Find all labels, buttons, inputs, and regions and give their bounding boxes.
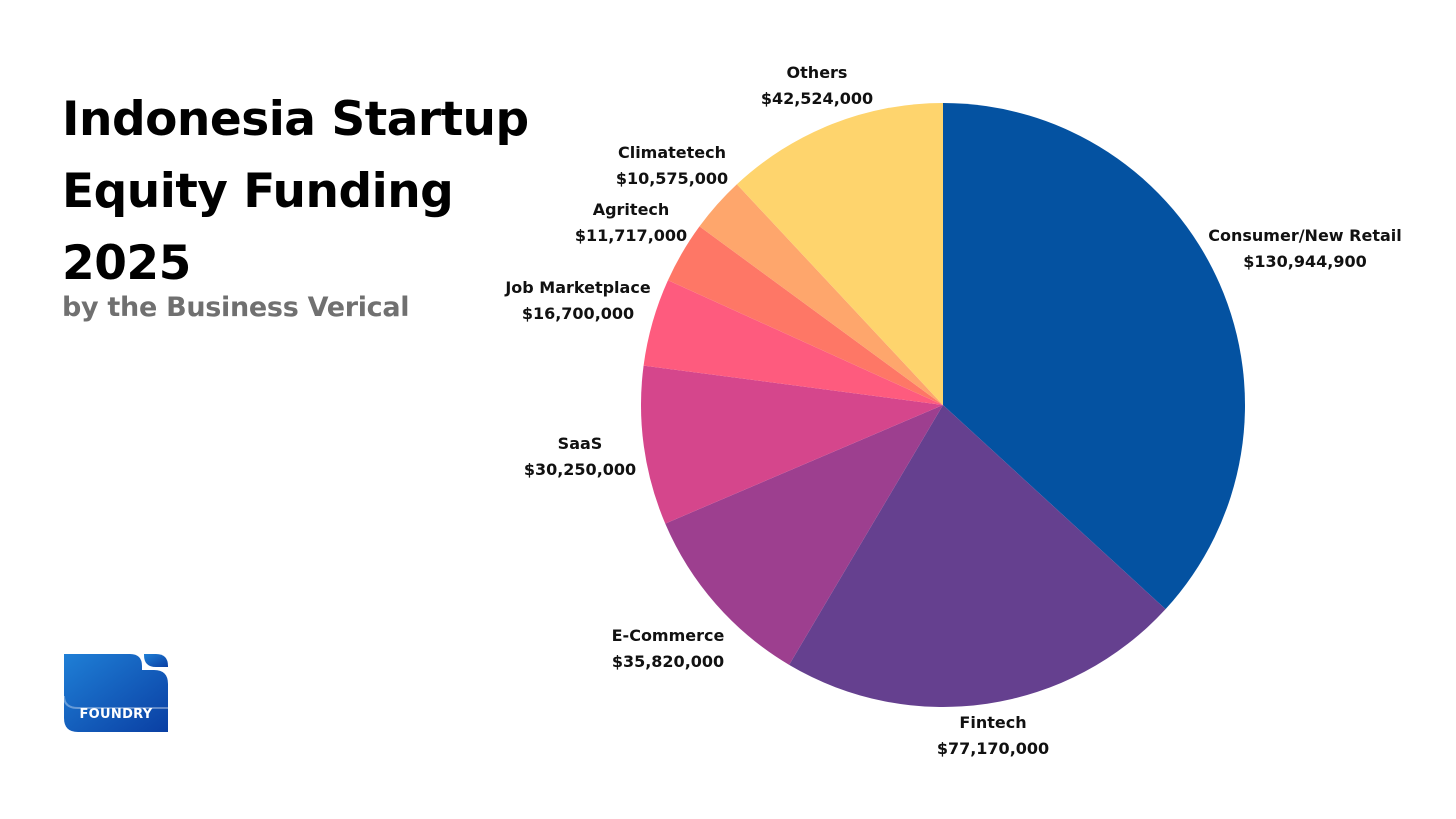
slice-label-job-marketplace: Job Marketplace <box>504 278 651 297</box>
title-line-2: Equity Funding <box>62 164 454 219</box>
slice-value-agritech: $11,717,000 <box>575 226 687 245</box>
slice-label-consumer-new-retail: Consumer/New Retail <box>1208 226 1401 245</box>
pie-slice-e-commerce <box>665 405 943 665</box>
pie-slice-agritech <box>667 226 943 405</box>
slice-value-others: $42,524,000 <box>761 89 873 108</box>
slice-label-others: Others <box>787 63 848 82</box>
slice-value-fintech: $77,170,000 <box>937 739 1049 758</box>
foundry-logo: FOUNDRY <box>63 654 168 732</box>
slice-value-consumer-new-retail: $130,944,900 <box>1243 252 1366 271</box>
slice-label-climatetech: Climatetech <box>618 143 726 162</box>
logo-text: FOUNDRY <box>79 707 153 722</box>
slice-value-climatetech: $10,575,000 <box>616 169 728 188</box>
pie-slice-consumer-new-retail <box>943 103 1246 610</box>
title-line-3: 2025 <box>62 236 191 291</box>
slice-label-fintech: Fintech <box>959 713 1026 732</box>
slice-value-job-marketplace: $16,700,000 <box>522 304 634 323</box>
slice-label-agritech: Agritech <box>593 200 670 219</box>
slice-label-e-commerce: E-Commerce <box>612 626 725 645</box>
slice-value-saas: $30,250,000 <box>524 460 636 479</box>
pie-slice-climatetech <box>699 184 943 405</box>
pie-slice-fintech <box>789 405 1166 708</box>
pie-slice-others <box>736 103 943 405</box>
pie-slice-saas <box>641 365 943 524</box>
title-line-1: Indonesia Startup <box>62 92 529 147</box>
foundry-logo-mark <box>63 654 168 732</box>
pie-slice-job-marketplace <box>643 280 943 405</box>
chart-subtitle: by the Business Verical <box>62 292 410 323</box>
chart-title: Indonesia Startup Equity Funding 2025 <box>62 84 532 300</box>
slice-label-saas: SaaS <box>558 434 603 453</box>
slice-value-e-commerce: $35,820,000 <box>612 652 724 671</box>
